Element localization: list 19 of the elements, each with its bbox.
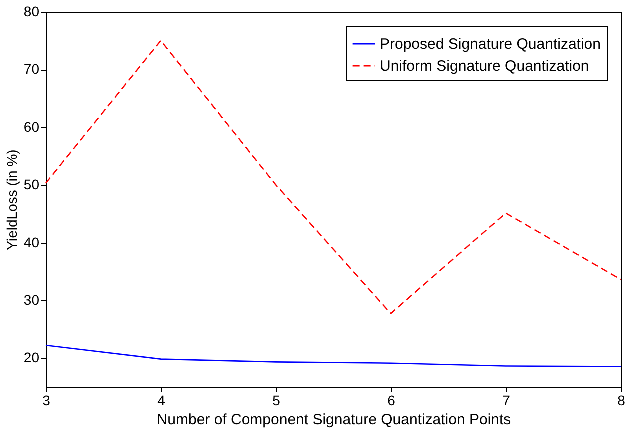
y-tick-label: 70 bbox=[24, 61, 40, 78]
y-axis-title: YieldLoss (in %) bbox=[4, 150, 20, 250]
y-tick-label: 20 bbox=[24, 350, 40, 366]
legend-label: Uniform Signature Quantization bbox=[380, 58, 590, 75]
line-series bbox=[45, 344, 622, 368]
x-tick-label: 4 bbox=[158, 392, 166, 408]
y-tick-label: 50 bbox=[24, 176, 40, 193]
line-series bbox=[45, 40, 622, 314]
y-tick-label: 80 bbox=[24, 4, 40, 20]
x-tick-label: 6 bbox=[388, 392, 396, 408]
y-tick-label: 40 bbox=[24, 234, 40, 250]
x-tick-label: 3 bbox=[42, 392, 51, 408]
y-tick-label: 60 bbox=[24, 118, 40, 135]
x-axis-title: Number of Component Signature Quantization Points bbox=[156, 412, 512, 428]
x-tick-label: 8 bbox=[618, 392, 626, 408]
x-tick-label: 7 bbox=[502, 392, 511, 408]
legend-label: Proposed Signature Quantization bbox=[380, 36, 601, 53]
y-tick-label: 30 bbox=[24, 292, 40, 308]
x-tick-label: 5 bbox=[272, 392, 281, 408]
